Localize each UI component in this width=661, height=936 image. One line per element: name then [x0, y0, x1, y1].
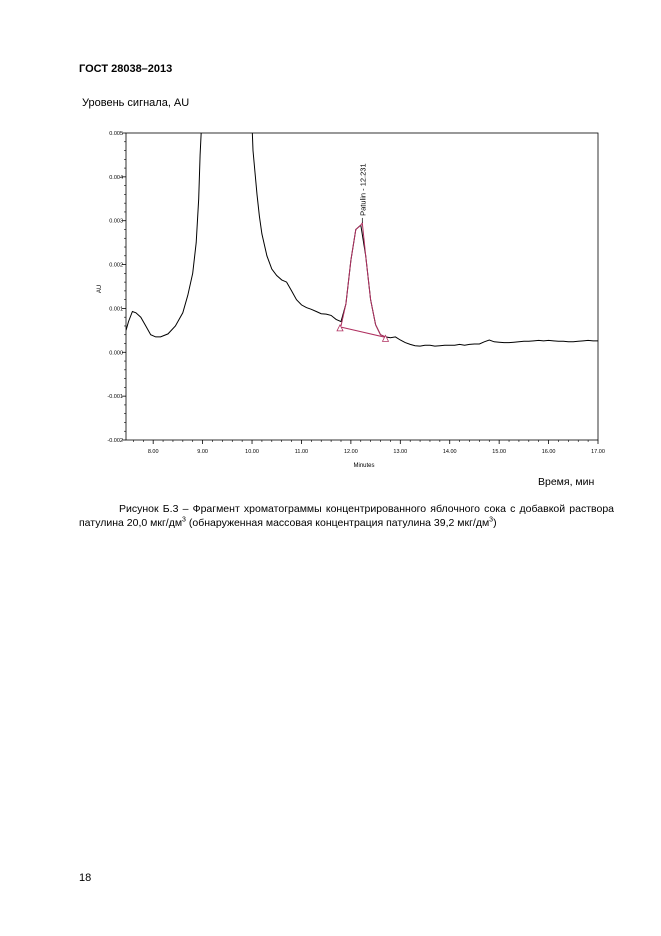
x-tick-label: 15.00 — [492, 449, 506, 455]
y-tick-label: -0.002 — [107, 438, 123, 444]
y-tick-label: 0.000 — [109, 350, 123, 356]
peak-label: Patulin - 12.231 — [358, 163, 367, 216]
x-tick-label: 8.00 — [148, 449, 159, 455]
chromatogram-line — [126, 133, 598, 347]
page-number: 18 — [79, 872, 92, 884]
y-tick-label: 0.004 — [109, 175, 123, 181]
caption-text-2: (обнаруженная массовая концентрация пату… — [185, 517, 490, 529]
x-tick-label: 16.00 — [542, 449, 556, 455]
peak-marker-triangle — [336, 323, 344, 332]
x-tick-label: 10.00 — [245, 449, 259, 455]
x-tick-label: 17.00 — [591, 449, 605, 455]
x-axis-label: Minutes — [353, 463, 374, 469]
x-axis-caption: Время, мин — [538, 476, 595, 488]
caption-sup-1: 3 — [182, 516, 186, 524]
caption-sup-2: 3 — [489, 516, 494, 524]
x-tick-label: 14.00 — [443, 449, 457, 455]
x-tick-label: 12.00 — [344, 449, 358, 455]
document-header: ГОСТ 28038–2013 — [79, 63, 173, 75]
plot-frame — [125, 132, 599, 441]
y-axis-caption: Уровень сигнала, AU — [82, 97, 190, 109]
x-tick-label: 13.00 — [393, 449, 407, 455]
peak-marker-triangle — [381, 334, 390, 342]
figure-caption: Рисунок Б.3 – Фрагмент хроматограммы кон… — [79, 502, 614, 530]
chromatogram-chart: 0.005 0.004 0.003 0.002 0.001 0.000 -0.001 -0.0… — [97, 131, 605, 469]
y-tick-label: 0.005 — [109, 131, 123, 137]
y-tick-label: -0.001 — [107, 394, 123, 400]
x-tick-label: 11.00 — [295, 449, 308, 455]
caption-text-3: ) — [493, 517, 497, 529]
peak-baseline — [339, 326, 386, 338]
y-axis-label: AU — [97, 285, 103, 293]
caption-text-1: Рисунок Б.3 – Фрагмент хроматограммы кон… — [79, 503, 614, 529]
y-tick-label: 0.002 — [109, 263, 123, 269]
x-tick-label: 9.00 — [197, 449, 208, 455]
y-tick-label: 0.003 — [109, 219, 123, 225]
y-tick-label: 0.001 — [109, 306, 123, 312]
